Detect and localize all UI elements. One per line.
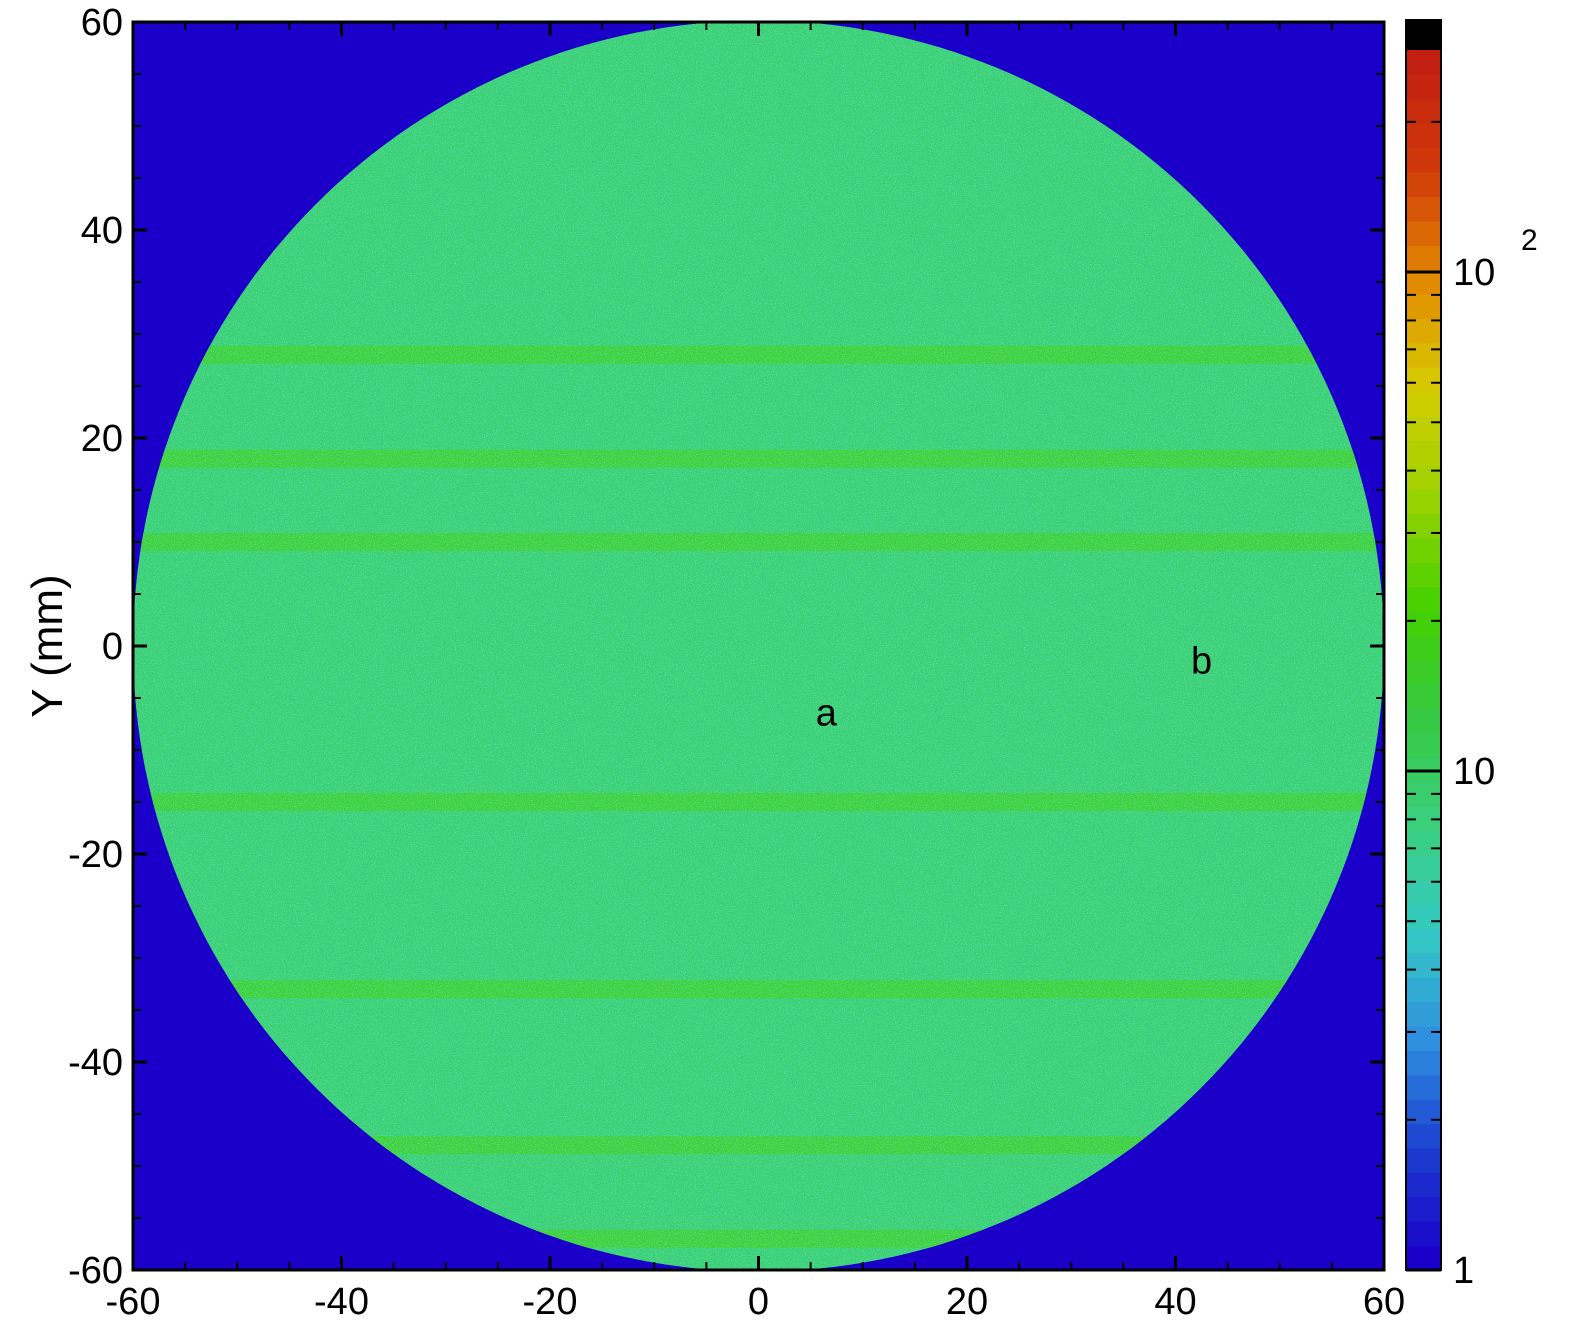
colorbar-step bbox=[1406, 220, 1441, 246]
colorbar-steps bbox=[1406, 20, 1441, 1271]
colorbar-step bbox=[1406, 1196, 1441, 1222]
colorbar-step bbox=[1406, 904, 1441, 929]
x-tick-label: 40 bbox=[1154, 1281, 1196, 1323]
x-tick-label: 20 bbox=[946, 1281, 988, 1323]
colorbar-tick-exponent: 2 bbox=[1521, 224, 1538, 257]
colorbar-step bbox=[1406, 489, 1441, 515]
annotation-b: b bbox=[1191, 641, 1212, 683]
colorbar-step bbox=[1406, 196, 1441, 222]
colorbar-step bbox=[1406, 1123, 1441, 1149]
colorbar-step bbox=[1406, 391, 1441, 417]
colorbar-step bbox=[1406, 367, 1441, 393]
annotation-a: a bbox=[816, 693, 838, 735]
colorbar-step bbox=[1406, 294, 1441, 319]
colorbar-tick-label: 10 bbox=[1453, 252, 1495, 294]
colorbar-overflow bbox=[1406, 20, 1441, 50]
colorbar: 1 10 10 2 bbox=[1405, 19, 1538, 1292]
colorbar-step bbox=[1406, 245, 1441, 271]
y-tick-label: -40 bbox=[68, 1042, 123, 1084]
colorbar-step bbox=[1406, 74, 1441, 100]
colorbar-step bbox=[1406, 660, 1441, 685]
colorbar-step bbox=[1406, 318, 1441, 344]
colorbar-ticks bbox=[1406, 32, 1441, 1272]
colorbar-step bbox=[1406, 635, 1441, 661]
colorbar-step bbox=[1406, 684, 1441, 710]
y-tick-label: 60 bbox=[81, 2, 123, 44]
y-tick-label: 0 bbox=[102, 626, 123, 668]
colorbar-step bbox=[1406, 1026, 1441, 1051]
colorbar-step bbox=[1406, 1245, 1441, 1271]
colorbar-step bbox=[1406, 611, 1441, 637]
colorbar-step bbox=[1406, 586, 1441, 612]
colorbar-tick-label: 1 bbox=[1453, 1250, 1474, 1292]
colorbar-step bbox=[1406, 123, 1441, 149]
x-tick-label: -20 bbox=[523, 1281, 578, 1323]
colorbar-step bbox=[1406, 147, 1441, 173]
colorbar-step bbox=[1406, 1050, 1441, 1076]
colorbar-tick-label: 10 bbox=[1453, 751, 1495, 793]
disc-speckle bbox=[133, 20, 1384, 1272]
colorbar-step bbox=[1406, 538, 1441, 563]
y-tick-labels: 60 40 20 0 -20 -40 -60 bbox=[68, 2, 123, 1292]
colorbar-step bbox=[1406, 708, 1441, 734]
y-tick-label: -60 bbox=[68, 1250, 123, 1292]
colorbar-step bbox=[1406, 269, 1441, 295]
y-tick-label: -20 bbox=[68, 834, 123, 876]
colorbar-step bbox=[1406, 855, 1441, 881]
colorbar-step bbox=[1406, 440, 1441, 466]
colorbar-step bbox=[1406, 342, 1441, 368]
colorbar-step bbox=[1406, 830, 1441, 856]
colorbar-step bbox=[1406, 562, 1441, 588]
colorbar-step bbox=[1406, 1221, 1441, 1247]
colorbar-step bbox=[1406, 1074, 1441, 1100]
colorbar-step bbox=[1406, 464, 1441, 490]
colorbar-step bbox=[1406, 50, 1441, 75]
x-tick-label: 0 bbox=[748, 1281, 769, 1323]
colorbar-step bbox=[1406, 98, 1441, 124]
x-tick-label: -60 bbox=[106, 1281, 161, 1323]
colorbar-step bbox=[1406, 977, 1441, 1003]
y-tick-label: 20 bbox=[81, 418, 123, 460]
x-tick-labels: -60 -40 -20 0 20 40 60 bbox=[106, 1281, 1406, 1323]
colorbar-step bbox=[1406, 172, 1441, 197]
y-tick-label: 40 bbox=[81, 210, 123, 252]
colorbar-step bbox=[1406, 733, 1441, 759]
colorbar-step bbox=[1406, 952, 1441, 978]
colorbar-step bbox=[1406, 1001, 1441, 1027]
colorbar-step bbox=[1406, 1148, 1441, 1173]
y-axis-title: Y (mm) bbox=[23, 574, 72, 717]
colorbar-step bbox=[1406, 1172, 1441, 1198]
axis-ticks bbox=[131, 20, 1386, 1272]
colorbar-step bbox=[1406, 879, 1441, 905]
x-tick-label: -40 bbox=[314, 1281, 369, 1323]
colorbar-step bbox=[1406, 416, 1441, 441]
x-tick-label: 60 bbox=[1363, 1281, 1405, 1323]
colorbar-step bbox=[1406, 928, 1441, 954]
colorbar-step bbox=[1406, 513, 1441, 539]
